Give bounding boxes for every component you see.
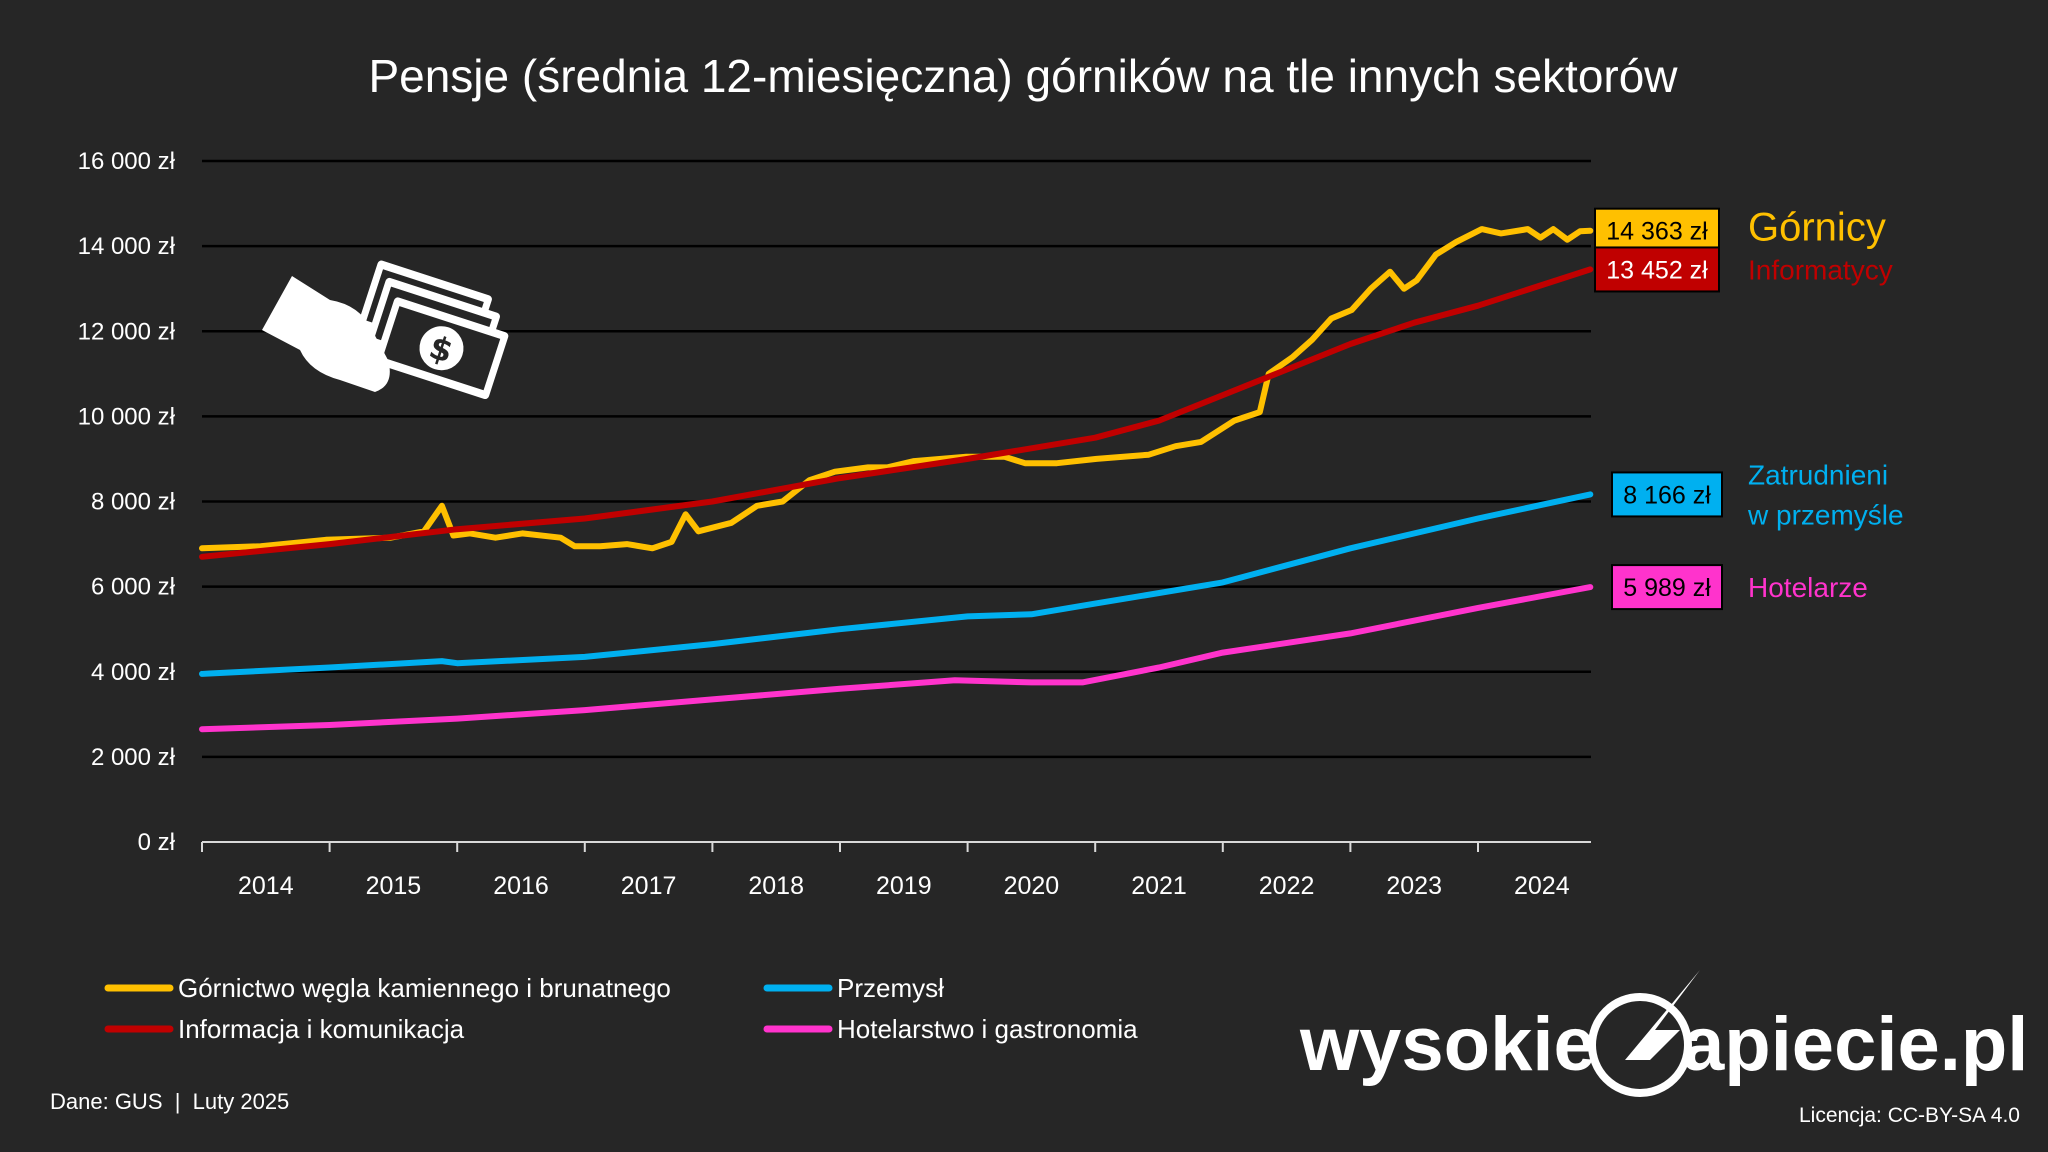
logo: wysokie apiecie.pl [1299,970,2028,1125]
series-side-label: Górnicy [1748,206,1886,250]
license-note: Licencja: CC-BY-SA 4.0 [1799,1104,2020,1127]
y-tick-label: 0 zł [138,829,176,856]
series-line-2 [199,491,1594,677]
y-axis: 0 zł 2 000 zł 4 000 zł 6 000 zł 8 000 zł 10 0… [78,148,176,856]
x-tick-label: 2019 [876,872,932,900]
series-side-label: Informatycy [1748,254,1893,285]
legend-label: Informacja i komunikacja [178,1014,465,1044]
end-value-label: 5 989 zł [1623,574,1711,602]
y-tick-label: 4 000 zł [91,659,176,686]
legend-label: Przemysł [837,973,944,1003]
end-value-label: 14 363 zł [1606,218,1708,246]
svg-text:wysokie: wysokie [1299,1002,1596,1087]
hand-money-icon: $ [262,260,509,400]
y-tick-label: 16 000 zł [78,148,176,175]
x-tick-label: 2018 [748,872,804,900]
y-tick-label: 12 000 zł [78,318,176,345]
series-side-label: Hotelarze [1748,572,1868,603]
x-tick-label: 2022 [1259,872,1315,900]
x-tick-label: 2015 [366,872,422,900]
y-tick-label: 6 000 zł [91,574,176,601]
x-tick-label: 2023 [1386,872,1442,900]
end-value-box [1611,564,1723,611]
x-tick-label: 2016 [493,872,549,900]
end-labels: 14 363 zł Górnicy 13 452 zł Informatycy 8 16… [1594,206,1904,611]
svg-text:apiecie.pl: apiecie.pl [1682,1002,2028,1087]
series-line-3 [199,584,1594,733]
y-tick-label: 2 000 zł [91,744,176,771]
x-tick-label: 2024 [1514,872,1570,900]
y-tick-label: 14 000 zł [78,233,176,260]
legend-label: Górnictwo węgla kamiennego i brunatnego [178,973,671,1003]
series-line-1 [199,266,1594,560]
y-tick-label: 10 000 zł [78,403,176,430]
x-tick-label: 2020 [1004,872,1060,900]
series-side-label: Zatrudnieni [1748,459,1888,490]
end-value-label: 8 166 zł [1623,481,1711,509]
x-tick-label: 2014 [238,872,294,900]
series-side-label: w przemyśle [1747,499,1904,530]
y-tick-label: 8 000 zł [91,489,176,516]
x-tick-label: 2021 [1131,872,1187,900]
series-line-0 [199,226,1594,552]
end-value-box [1594,246,1720,293]
x-axis: 2014 2015 2016 2017 2018 2019 2020 2021 2022 2023… [201,842,1570,900]
end-value-box [1611,471,1723,518]
end-value-box [1594,207,1720,254]
x-tick-label: 2017 [621,872,677,900]
legend-label: Hotelarstwo i gastronomia [837,1014,1138,1044]
series-lines [199,226,1594,733]
gridlines [202,159,1591,843]
end-value-label: 13 452 zł [1606,256,1708,284]
source-note: Dane: GUS | Luty 2025 [50,1089,289,1114]
chart-title: Pensje (średnia 12-miesięczna) górników … [368,50,1678,102]
legend: Górnictwo węgla kamiennego i brunatnego I… [104,973,1138,1044]
